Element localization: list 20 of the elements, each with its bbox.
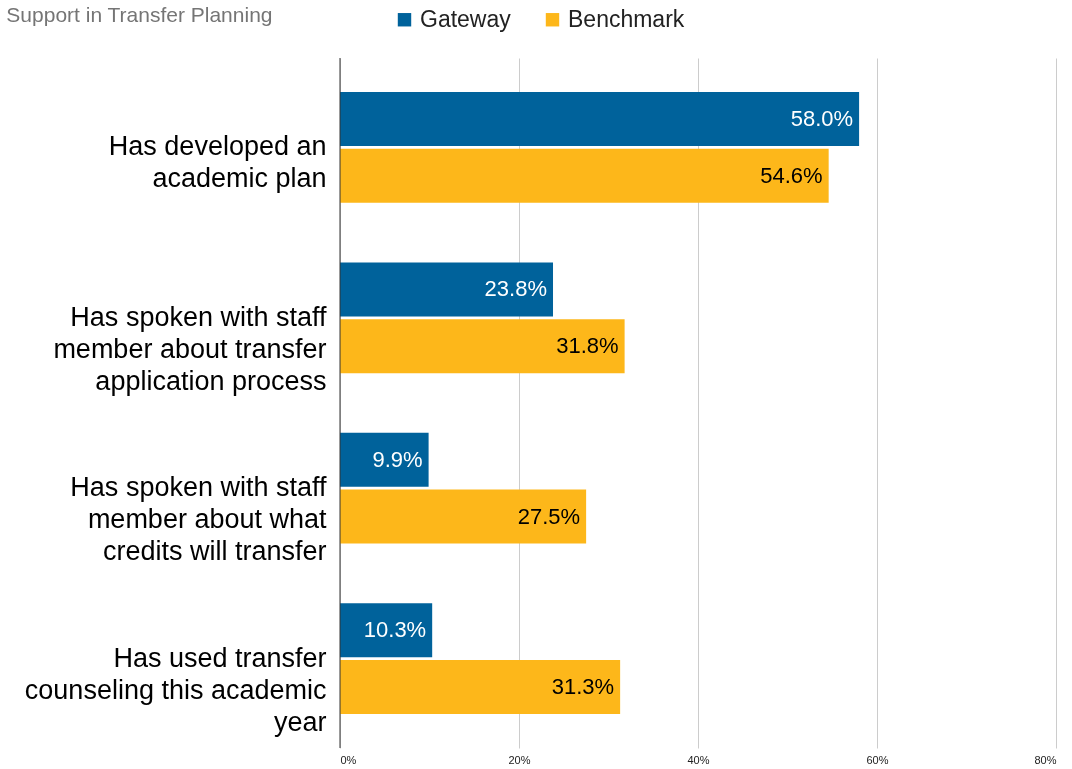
data-label: 58.0%: [790, 106, 854, 132]
y-tick-label: Has developed an academic plan: [108, 131, 327, 194]
x-tick-label: 80%: [1034, 753, 1057, 766]
data-label: 23.8%: [484, 276, 548, 302]
y-tick-label: Has spoken with staff member about transfer application process: [53, 301, 327, 396]
legend-label: Gateway: [420, 5, 512, 32]
x-tick-label: 60%: [866, 753, 889, 766]
data-label: 31.8%: [556, 333, 619, 359]
data-label: 54.6%: [760, 162, 823, 188]
data-label: 10.3%: [363, 617, 427, 643]
data-label: 31.3%: [551, 673, 615, 699]
x-tick-label: 20%: [508, 753, 531, 766]
y-tick-label: Has spoken with staff member about what credits will transfer: [70, 472, 327, 567]
x-tick-label: 40%: [687, 753, 710, 766]
text: Support in Transfer Planning: [6, 3, 273, 26]
x-tick-label: 0%: [340, 753, 357, 766]
legend-label: Benchmark: [568, 5, 685, 32]
data-label: 27.5%: [517, 503, 581, 529]
data-label: 9.9%: [372, 446, 423, 472]
y-tick-label: Has used transfer counseling this academic year: [24, 642, 327, 737]
